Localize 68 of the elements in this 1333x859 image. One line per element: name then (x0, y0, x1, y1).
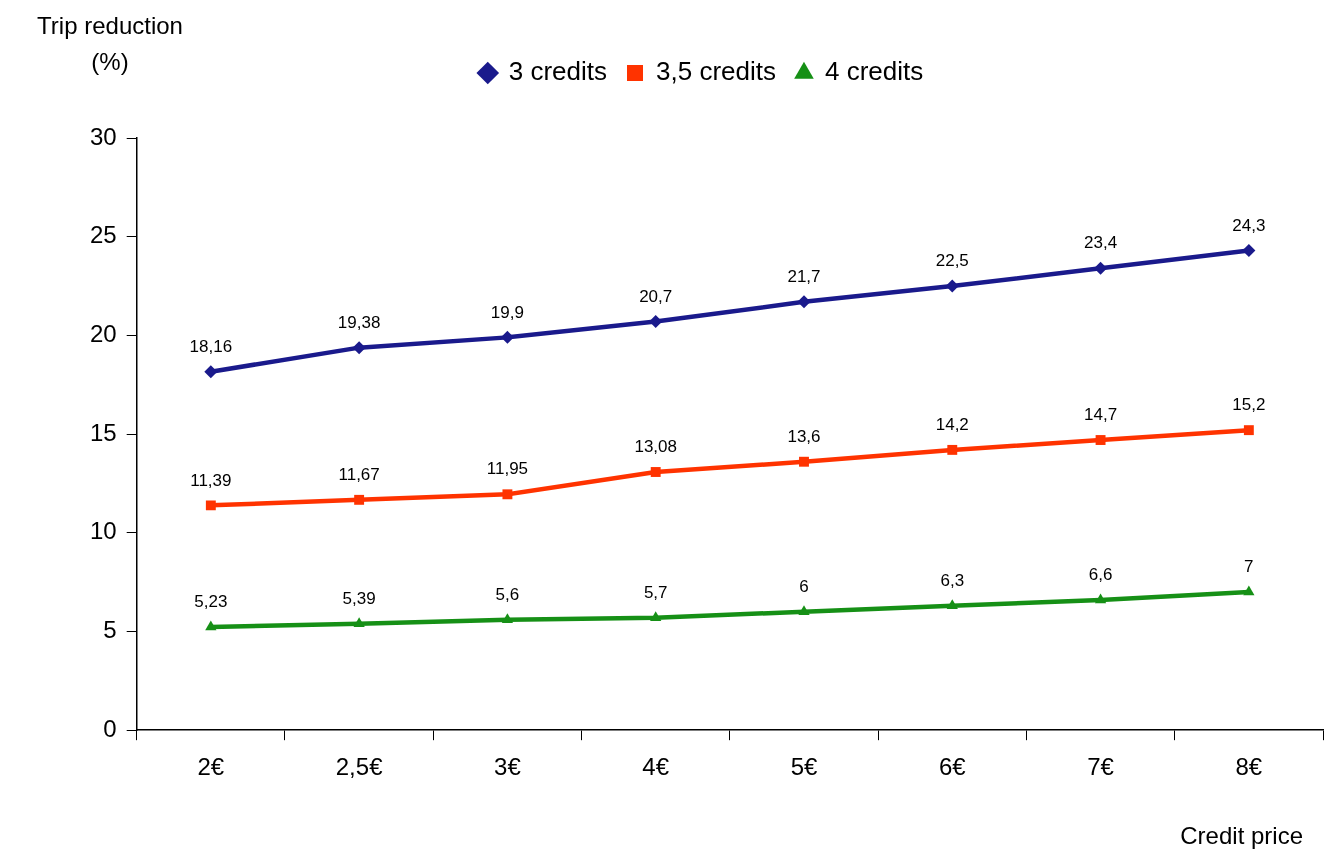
y-tick-label: 25 (89, 221, 117, 249)
point (1094, 261, 1108, 275)
x-tick-label: 2€ (197, 753, 225, 781)
x-tick-label: 8€ (1235, 753, 1263, 781)
x-tick-label: 7€ (1087, 753, 1115, 781)
point (1243, 585, 1255, 596)
y-tick-label: 30 (89, 122, 117, 150)
y-tick-label: 0 (103, 714, 117, 742)
data-label: 11,39 (190, 470, 232, 490)
data-label: 7 (1244, 557, 1254, 577)
x-tick-label: 2,5€ (335, 753, 384, 781)
data-label: 6,6 (1088, 565, 1113, 585)
data-label: 13,6 (787, 426, 821, 446)
point (204, 365, 218, 379)
point (650, 467, 661, 477)
legend-label: 3,5 credits (656, 56, 776, 87)
point (1094, 593, 1107, 604)
point (205, 500, 216, 511)
x-tick-label: 4€ (642, 753, 670, 781)
x-axis-title: Credit price (1180, 822, 1303, 850)
point (500, 330, 514, 344)
y-axis-title: Trip reduction (%) (36, 11, 184, 77)
data-label: 11,67 (338, 465, 380, 485)
x-tick-label: 6€ (938, 753, 967, 781)
legend-label: 3 credits (508, 56, 608, 87)
data-label: 5,6 (495, 584, 520, 604)
x-tick-label: 5€ (790, 753, 818, 781)
y-tick-label: 15 (89, 418, 117, 446)
point (650, 611, 662, 621)
y-tick-label: 10 (89, 517, 117, 545)
data-label: 11,95 (486, 459, 529, 479)
point (353, 617, 365, 628)
point (1243, 425, 1254, 436)
point (799, 456, 809, 467)
point (947, 444, 958, 455)
data-label: 6,3 (940, 571, 965, 591)
data-label: 20,7 (639, 286, 673, 306)
data-label: 19,38 (337, 312, 381, 332)
point (354, 494, 365, 505)
point (1095, 435, 1106, 445)
legend-label: 4 credits (824, 56, 924, 87)
point (1242, 244, 1256, 258)
point (945, 279, 959, 293)
point (798, 605, 810, 616)
y-tick-label: 5 (103, 616, 117, 644)
data-label: 5,7 (643, 582, 668, 602)
y-tick-label: 20 (89, 320, 117, 348)
point (649, 315, 663, 329)
point (501, 613, 514, 623)
data-label: 23,4 (1084, 233, 1118, 253)
data-label: 5,23 (194, 592, 228, 612)
data-label: 15,2 (1232, 395, 1266, 415)
data-label: 22,5 (935, 251, 969, 271)
data-label: 14,7 (1084, 405, 1118, 425)
data-label: 19,9 (490, 302, 524, 322)
data-label: 5,39 (342, 588, 376, 608)
data-label: 21,7 (787, 267, 821, 287)
data-label: 24,3 (1232, 215, 1266, 235)
data-label: 14,2 (935, 415, 969, 435)
point (352, 341, 366, 355)
data-label: 13,08 (634, 437, 677, 457)
data-label: 18,16 (189, 336, 233, 356)
point (205, 620, 217, 631)
point (502, 489, 513, 500)
point (946, 599, 958, 610)
data-label: 6 (799, 576, 809, 596)
point (797, 295, 811, 309)
x-tick-label: 3€ (494, 753, 522, 781)
